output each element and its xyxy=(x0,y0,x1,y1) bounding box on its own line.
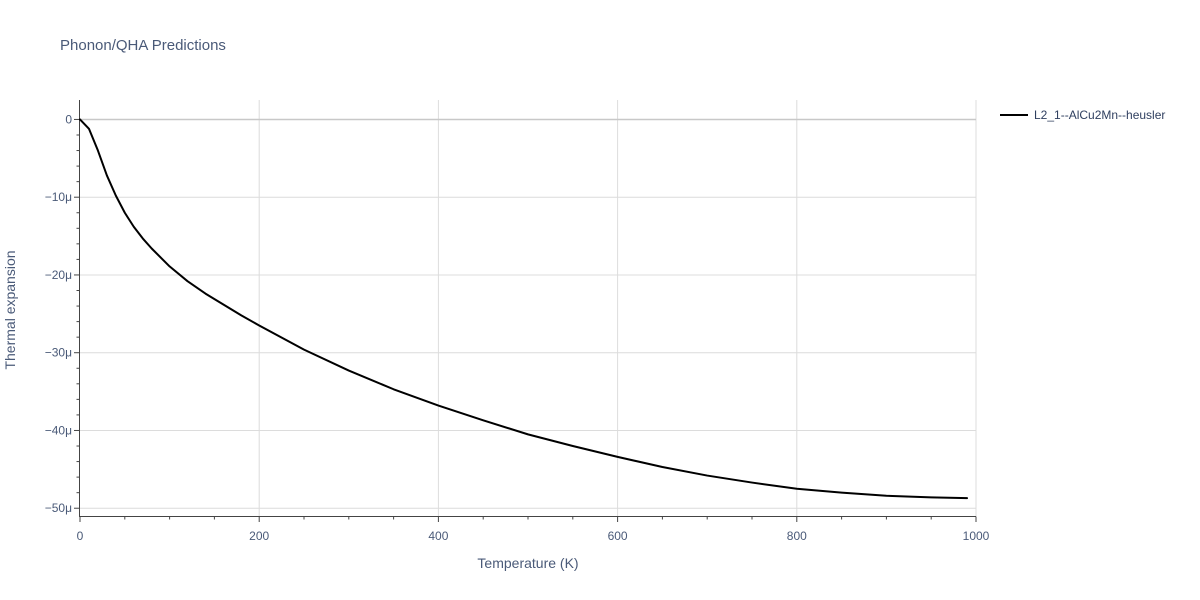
x-tick-label: 1000 xyxy=(963,529,990,543)
y-tick-label: 0 xyxy=(65,112,72,126)
legend-label: L2_1--AlCu2Mn--heusler xyxy=(1034,108,1165,122)
x-axis-label: Temperature (K) xyxy=(477,555,578,571)
y-axis-label: Thermal expansion xyxy=(2,250,18,369)
y-tick-label: −30μ xyxy=(45,346,72,360)
series-line[interactable] xyxy=(79,118,969,500)
y-tick-label: −20μ xyxy=(45,268,72,282)
x-tick-label: 400 xyxy=(428,529,448,543)
x-tick-label: 800 xyxy=(787,529,807,543)
y-tick-label: −50μ xyxy=(45,501,72,515)
gridlines xyxy=(80,100,977,516)
axes: 0 200 400 600 800 1000 0 −10μ −20μ −30μ −40μ −50μ xyxy=(45,100,990,543)
y-tick-label: −40μ xyxy=(45,423,72,437)
x-tick-label: 600 xyxy=(608,529,628,543)
y-tick-label: −10μ xyxy=(45,190,72,204)
x-tick-label: 0 xyxy=(77,529,84,543)
series-layer xyxy=(79,118,969,500)
chart-title: Phonon/QHA Predictions xyxy=(60,37,226,54)
legend[interactable]: L2_1--AlCu2Mn--heusler xyxy=(1000,108,1165,122)
x-tick-label: 200 xyxy=(249,529,269,543)
